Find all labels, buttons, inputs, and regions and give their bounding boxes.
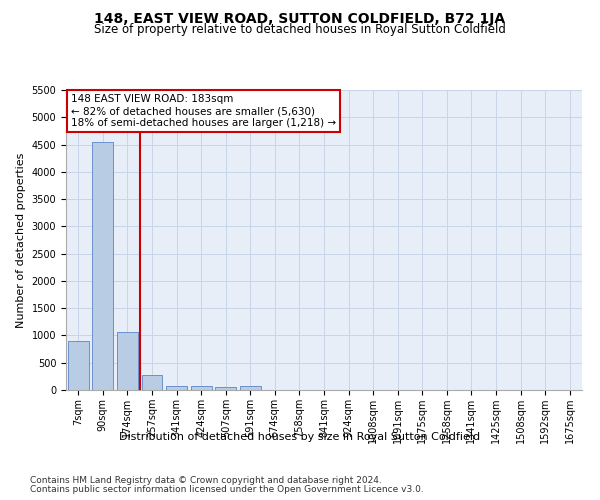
Bar [191,386,212,390]
Y-axis label: Number of detached properties: Number of detached properties [16,152,26,328]
Bar [92,142,113,390]
Text: Distribution of detached houses by size in Royal Sutton Coldfield: Distribution of detached houses by size … [119,432,481,442]
Text: 148 EAST VIEW ROAD: 183sqm
← 82% of detached houses are smaller (5,630)
18% of s: 148 EAST VIEW ROAD: 183sqm ← 82% of deta… [71,94,336,128]
Text: Size of property relative to detached houses in Royal Sutton Coldfield: Size of property relative to detached ho… [94,22,506,36]
Bar [117,332,138,390]
Bar [68,341,89,390]
Text: 148, EAST VIEW ROAD, SUTTON COLDFIELD, B72 1JA: 148, EAST VIEW ROAD, SUTTON COLDFIELD, B… [94,12,506,26]
Bar [215,386,236,390]
Text: Contains public sector information licensed under the Open Government Licence v3: Contains public sector information licen… [30,485,424,494]
Text: Contains HM Land Registry data © Crown copyright and database right 2024.: Contains HM Land Registry data © Crown c… [30,476,382,485]
Bar [240,386,261,390]
Bar [142,374,163,390]
Bar [166,386,187,390]
